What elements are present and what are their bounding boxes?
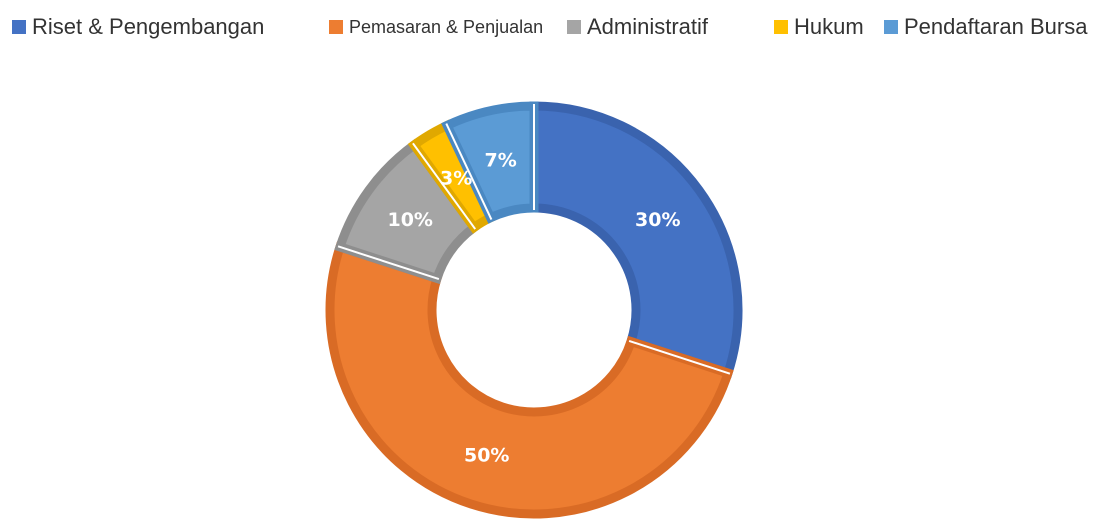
legend-item-administratif: Administratif — [567, 12, 708, 42]
data-label-riset: 30% — [635, 209, 680, 231]
donut-labels: 30% 50% 10% 3% 7% — [387, 150, 680, 467]
chart-legend: Riset & Pengembangan Pemasaran & Penjual… — [0, 0, 1099, 50]
legend-label-administratif: Administratif — [587, 14, 709, 39]
legend-swatch-riset — [12, 20, 26, 34]
slice-separator-pemasaran — [628, 339, 731, 375]
legend-swatch-hukum — [774, 20, 788, 34]
legend-label-hukum: Hukum — [794, 14, 864, 39]
legend-swatch-pendaftaran — [884, 20, 898, 34]
legend-label-pemasaran: Pemasaran & Penjualan — [349, 16, 544, 37]
legend-label-riset: Riset & Pengembangan — [32, 14, 265, 39]
data-label-pemasaran: 50% — [464, 445, 509, 467]
legend-swatch-pemasaran — [329, 20, 343, 34]
legend-item-hukum: Hukum — [774, 12, 864, 42]
slice-pemasaran — [325, 241, 734, 519]
legend-item-pemasaran: Pemasaran & Penjualan — [329, 12, 543, 42]
data-label-pendaftaran: 7% — [484, 150, 516, 172]
slice-riset — [529, 101, 743, 379]
slice-separator-pendaftaran — [445, 123, 493, 220]
legend-label-pendaftaran: Pendaftaran Bursa — [904, 14, 1088, 39]
donut-slices — [325, 101, 743, 519]
legend-item-riset: Riset & Pengembangan — [12, 12, 264, 42]
slice-separator-administratif — [337, 245, 440, 281]
data-label-hukum: 3% — [440, 167, 472, 189]
data-label-administratif: 10% — [387, 209, 432, 231]
slice-separator-hukum — [412, 142, 477, 230]
legend-item-pendaftaran: Pendaftaran Bursa — [884, 12, 1087, 42]
legend-swatch-administratif — [567, 20, 581, 34]
